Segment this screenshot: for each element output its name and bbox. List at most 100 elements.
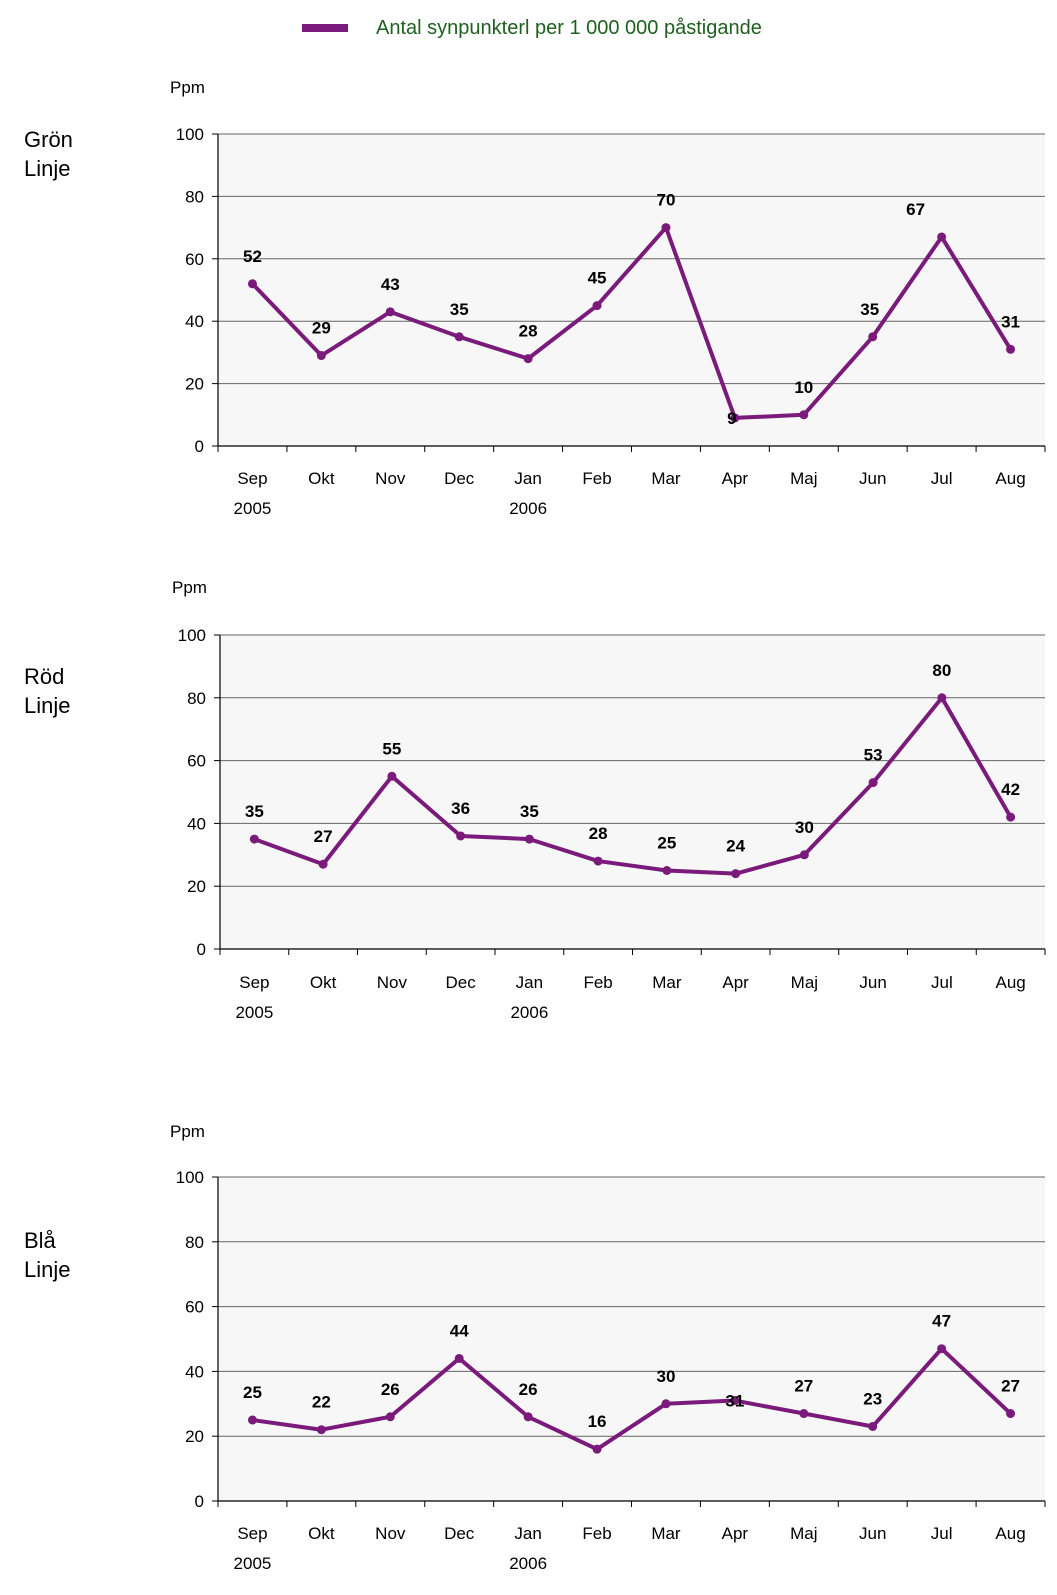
y-tick-label: 100 — [176, 1168, 204, 1187]
y-tick-label: 40 — [185, 312, 204, 331]
data-point — [937, 232, 947, 242]
y-tick-label: 80 — [187, 689, 206, 708]
x-tick-label: Aug — [995, 1524, 1025, 1543]
x-tick-label: Mar — [651, 469, 681, 488]
data-point — [523, 1412, 533, 1422]
panel-label-line2: Linje — [24, 1257, 71, 1282]
data-point — [868, 332, 878, 342]
x-tick-label: Nov — [375, 469, 406, 488]
x-tick-label: Jul — [931, 469, 953, 488]
data-point — [661, 1399, 671, 1409]
data-point — [730, 1396, 740, 1406]
x-tick-label: Apr — [722, 469, 749, 488]
panel-label-line1: Grön — [24, 127, 73, 152]
data-label: 35 — [860, 300, 879, 319]
data-label: 25 — [243, 1383, 262, 1402]
data-point — [592, 301, 602, 311]
y-axis-label: Ppm — [170, 1122, 205, 1141]
data-point — [1006, 1409, 1016, 1419]
x-tick-label-year: 2005 — [234, 499, 272, 518]
data-label: 30 — [656, 1367, 675, 1386]
data-label: 27 — [1001, 1377, 1020, 1396]
data-label: 36 — [451, 799, 470, 818]
data-label: 43 — [381, 275, 400, 294]
series-line — [252, 1346, 1012, 1452]
panel-label-bla: Blå Linje — [24, 1226, 70, 1284]
y-tick-label: 20 — [185, 375, 204, 394]
x-tick-label: Maj — [790, 469, 817, 488]
data-label: 35 — [245, 802, 264, 821]
x-tick-label: Dec — [446, 973, 477, 992]
data-label: 31 — [1001, 312, 1020, 331]
data-label: 27 — [314, 827, 333, 846]
x-tick-label: Jun — [859, 469, 886, 488]
data-label: 67 — [906, 200, 925, 219]
data-point — [731, 869, 741, 879]
y-tick-label: 40 — [185, 1362, 204, 1381]
x-tick-label-year: 2006 — [510, 1003, 548, 1022]
data-point — [730, 413, 740, 423]
x-tick-label: Jun — [859, 973, 886, 992]
data-point — [524, 834, 534, 844]
data-point — [454, 1353, 464, 1363]
data-label: 10 — [794, 378, 813, 397]
x-tick-label: Apr — [722, 973, 749, 992]
data-point — [523, 354, 533, 364]
data-point — [799, 1409, 809, 1419]
data-label: 53 — [864, 746, 883, 765]
data-point — [316, 351, 326, 361]
x-tick-label-year: 2005 — [234, 1554, 272, 1573]
data-point — [593, 856, 603, 866]
data-point — [454, 332, 464, 342]
y-tick-label: 100 — [176, 125, 204, 144]
x-tick-label: Feb — [582, 1524, 611, 1543]
x-tick-label: Feb — [583, 973, 612, 992]
data-point — [1006, 344, 1016, 354]
chart-gron-linje: 0 20 40 60 80 100 Ppm Sep 2005 Okt Nov Dec Jan 2006 Fe… — [170, 78, 1046, 518]
x-tick-label: Maj — [791, 973, 818, 992]
y-tick-label: 60 — [187, 752, 206, 771]
x-tick-label: Aug — [996, 973, 1026, 992]
x-tick-label: Jan — [514, 1524, 541, 1543]
x-tick-label: Nov — [375, 1524, 406, 1543]
panel-label-line2: Linje — [24, 156, 71, 181]
data-label: 44 — [450, 1321, 469, 1340]
data-label: 9 — [727, 409, 736, 428]
data-point — [456, 831, 466, 841]
y-axis-label: Ppm — [170, 78, 205, 97]
panel-label-rod: Röd Linje — [24, 662, 70, 720]
data-point — [662, 866, 672, 875]
data-label: 70 — [656, 191, 675, 210]
data-label: 47 — [932, 1312, 951, 1331]
data-label: 35 — [520, 802, 539, 821]
data-point — [385, 307, 395, 317]
data-label: 35 — [450, 300, 469, 319]
data-point — [387, 771, 397, 781]
x-tick-label: Feb — [582, 469, 611, 488]
x-tick-label: Dec — [444, 1524, 475, 1543]
x-tick-label: Jan — [516, 973, 543, 992]
data-point — [937, 1344, 947, 1354]
data-label: 29 — [312, 319, 331, 338]
y-tick-label: 20 — [187, 877, 206, 896]
x-tick-label-year: 2006 — [509, 1554, 547, 1573]
x-tick-label: Jan — [514, 469, 541, 488]
data-label: 45 — [588, 269, 607, 288]
data-label: 80 — [932, 661, 951, 680]
x-tick-label: Nov — [377, 973, 408, 992]
data-label: 31 — [725, 1392, 744, 1411]
y-tick-label: 20 — [185, 1427, 204, 1446]
legend: Antal synpunkterl per 1 000 000 påstigan… — [302, 10, 762, 46]
data-label: 25 — [657, 834, 676, 853]
data-point — [799, 850, 809, 860]
data-point — [385, 1412, 395, 1422]
x-tick-label: Jul — [931, 1524, 953, 1543]
data-label: 55 — [382, 739, 401, 758]
data-label: 26 — [381, 1380, 400, 1399]
data-point — [318, 859, 328, 869]
y-tick-label: 40 — [187, 814, 206, 833]
y-tick-label: 60 — [185, 1298, 204, 1317]
x-tick-label: Sep — [239, 973, 269, 992]
chart-rod-linje: 0 20 40 60 80 100 Ppm Sep 2005 Okt Nov Dec Jan 2006 Fe… — [172, 578, 1046, 1022]
y-tick-label: 0 — [195, 437, 204, 456]
